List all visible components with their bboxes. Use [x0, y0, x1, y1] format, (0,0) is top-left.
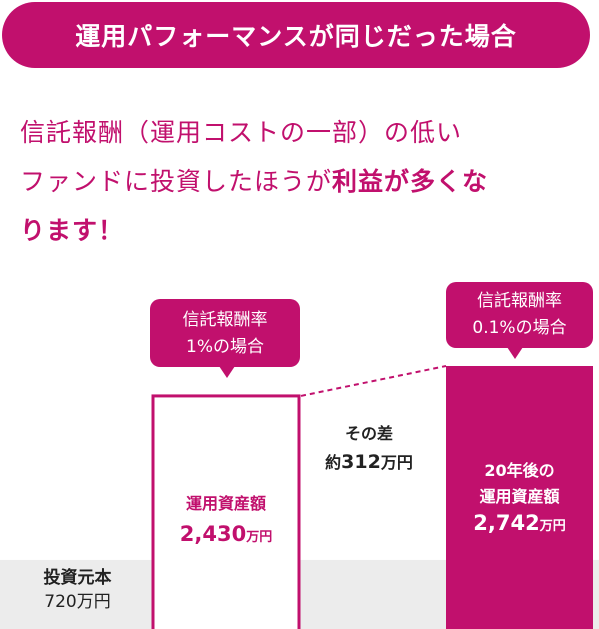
bar-fee-1pct-amount: 2,430万円: [153, 519, 299, 553]
principal-value: 720: [44, 592, 77, 612]
principal-label: 投資元本 720万円: [20, 566, 135, 614]
title-banner: 運用パフォーマンスが同じだった場合: [2, 2, 590, 68]
difference-caption: その差: [344, 424, 393, 443]
principal-amount: 720万円: [20, 590, 135, 614]
lead-line-1: 信託報酬（運用コストの一部）の低い: [20, 118, 463, 147]
bar-fee-1pct-label: 運用資産額 2,430万円: [153, 488, 299, 553]
principal-unit: 万円: [76, 592, 111, 612]
bar-fee-0-1pct-value: 2,742: [473, 511, 540, 535]
bar-fee-0-1pct-label: 20年後の 運用資産額 2,742万円: [446, 458, 593, 540]
difference-value: 312: [341, 451, 381, 473]
bar-fee-1pct-unit: 万円: [246, 530, 273, 545]
bar-fee-0-1pct-amount: 2,742万円: [446, 510, 593, 540]
lead-line-3: ります！: [20, 216, 125, 245]
difference-prefix: 約: [325, 453, 342, 472]
difference-amount: 約312万円: [305, 448, 433, 477]
difference-unit: 万円: [380, 453, 413, 472]
bar-fee-1pct: [151, 394, 301, 629]
fee-1pct-tag-line1: 信託報酬率: [182, 310, 268, 330]
lead-line-2-emphasis: 利益が多くな: [332, 167, 489, 196]
bar-fee-0-1pct-line2: 運用資産額: [479, 487, 560, 506]
bar-fee-1pct-value: 2,430: [179, 522, 247, 546]
principal-name: 投資元本: [43, 568, 112, 588]
fee-0-1pct-tag-line1: 信託報酬率: [477, 291, 562, 311]
lead-line-2: ファンドに投資したほうが利益が多くな: [20, 157, 580, 206]
title-text: 運用パフォーマンスが同じだった場合: [75, 22, 517, 51]
bar-fee-1pct-name: 運用資産額: [185, 494, 266, 513]
lead-line-2-normal: ファンドに投資したほうが: [20, 167, 333, 196]
fee-0-1pct-tag: 信託報酬率 0.1%の場合: [446, 282, 593, 359]
fee-0-1pct-tag-line2: 0.1%の場合: [472, 318, 567, 338]
bar-fee-0-1pct-line1: 20年後の: [484, 461, 555, 480]
lead-text: 信託報酬（運用コストの一部）の低い ファンドに投資したほうが利益が多くな ります…: [20, 108, 580, 255]
bar-fee-0-1pct-unit: 万円: [539, 519, 566, 534]
difference-dashed-line: [300, 365, 447, 397]
fee-1pct-tag-line2: 1%の場合: [186, 337, 264, 357]
bar-fee-0-1pct: [446, 366, 593, 629]
fee-1pct-tag: 信託報酬率 1%の場合: [150, 299, 300, 378]
difference-label: その差 約312万円: [305, 420, 433, 477]
